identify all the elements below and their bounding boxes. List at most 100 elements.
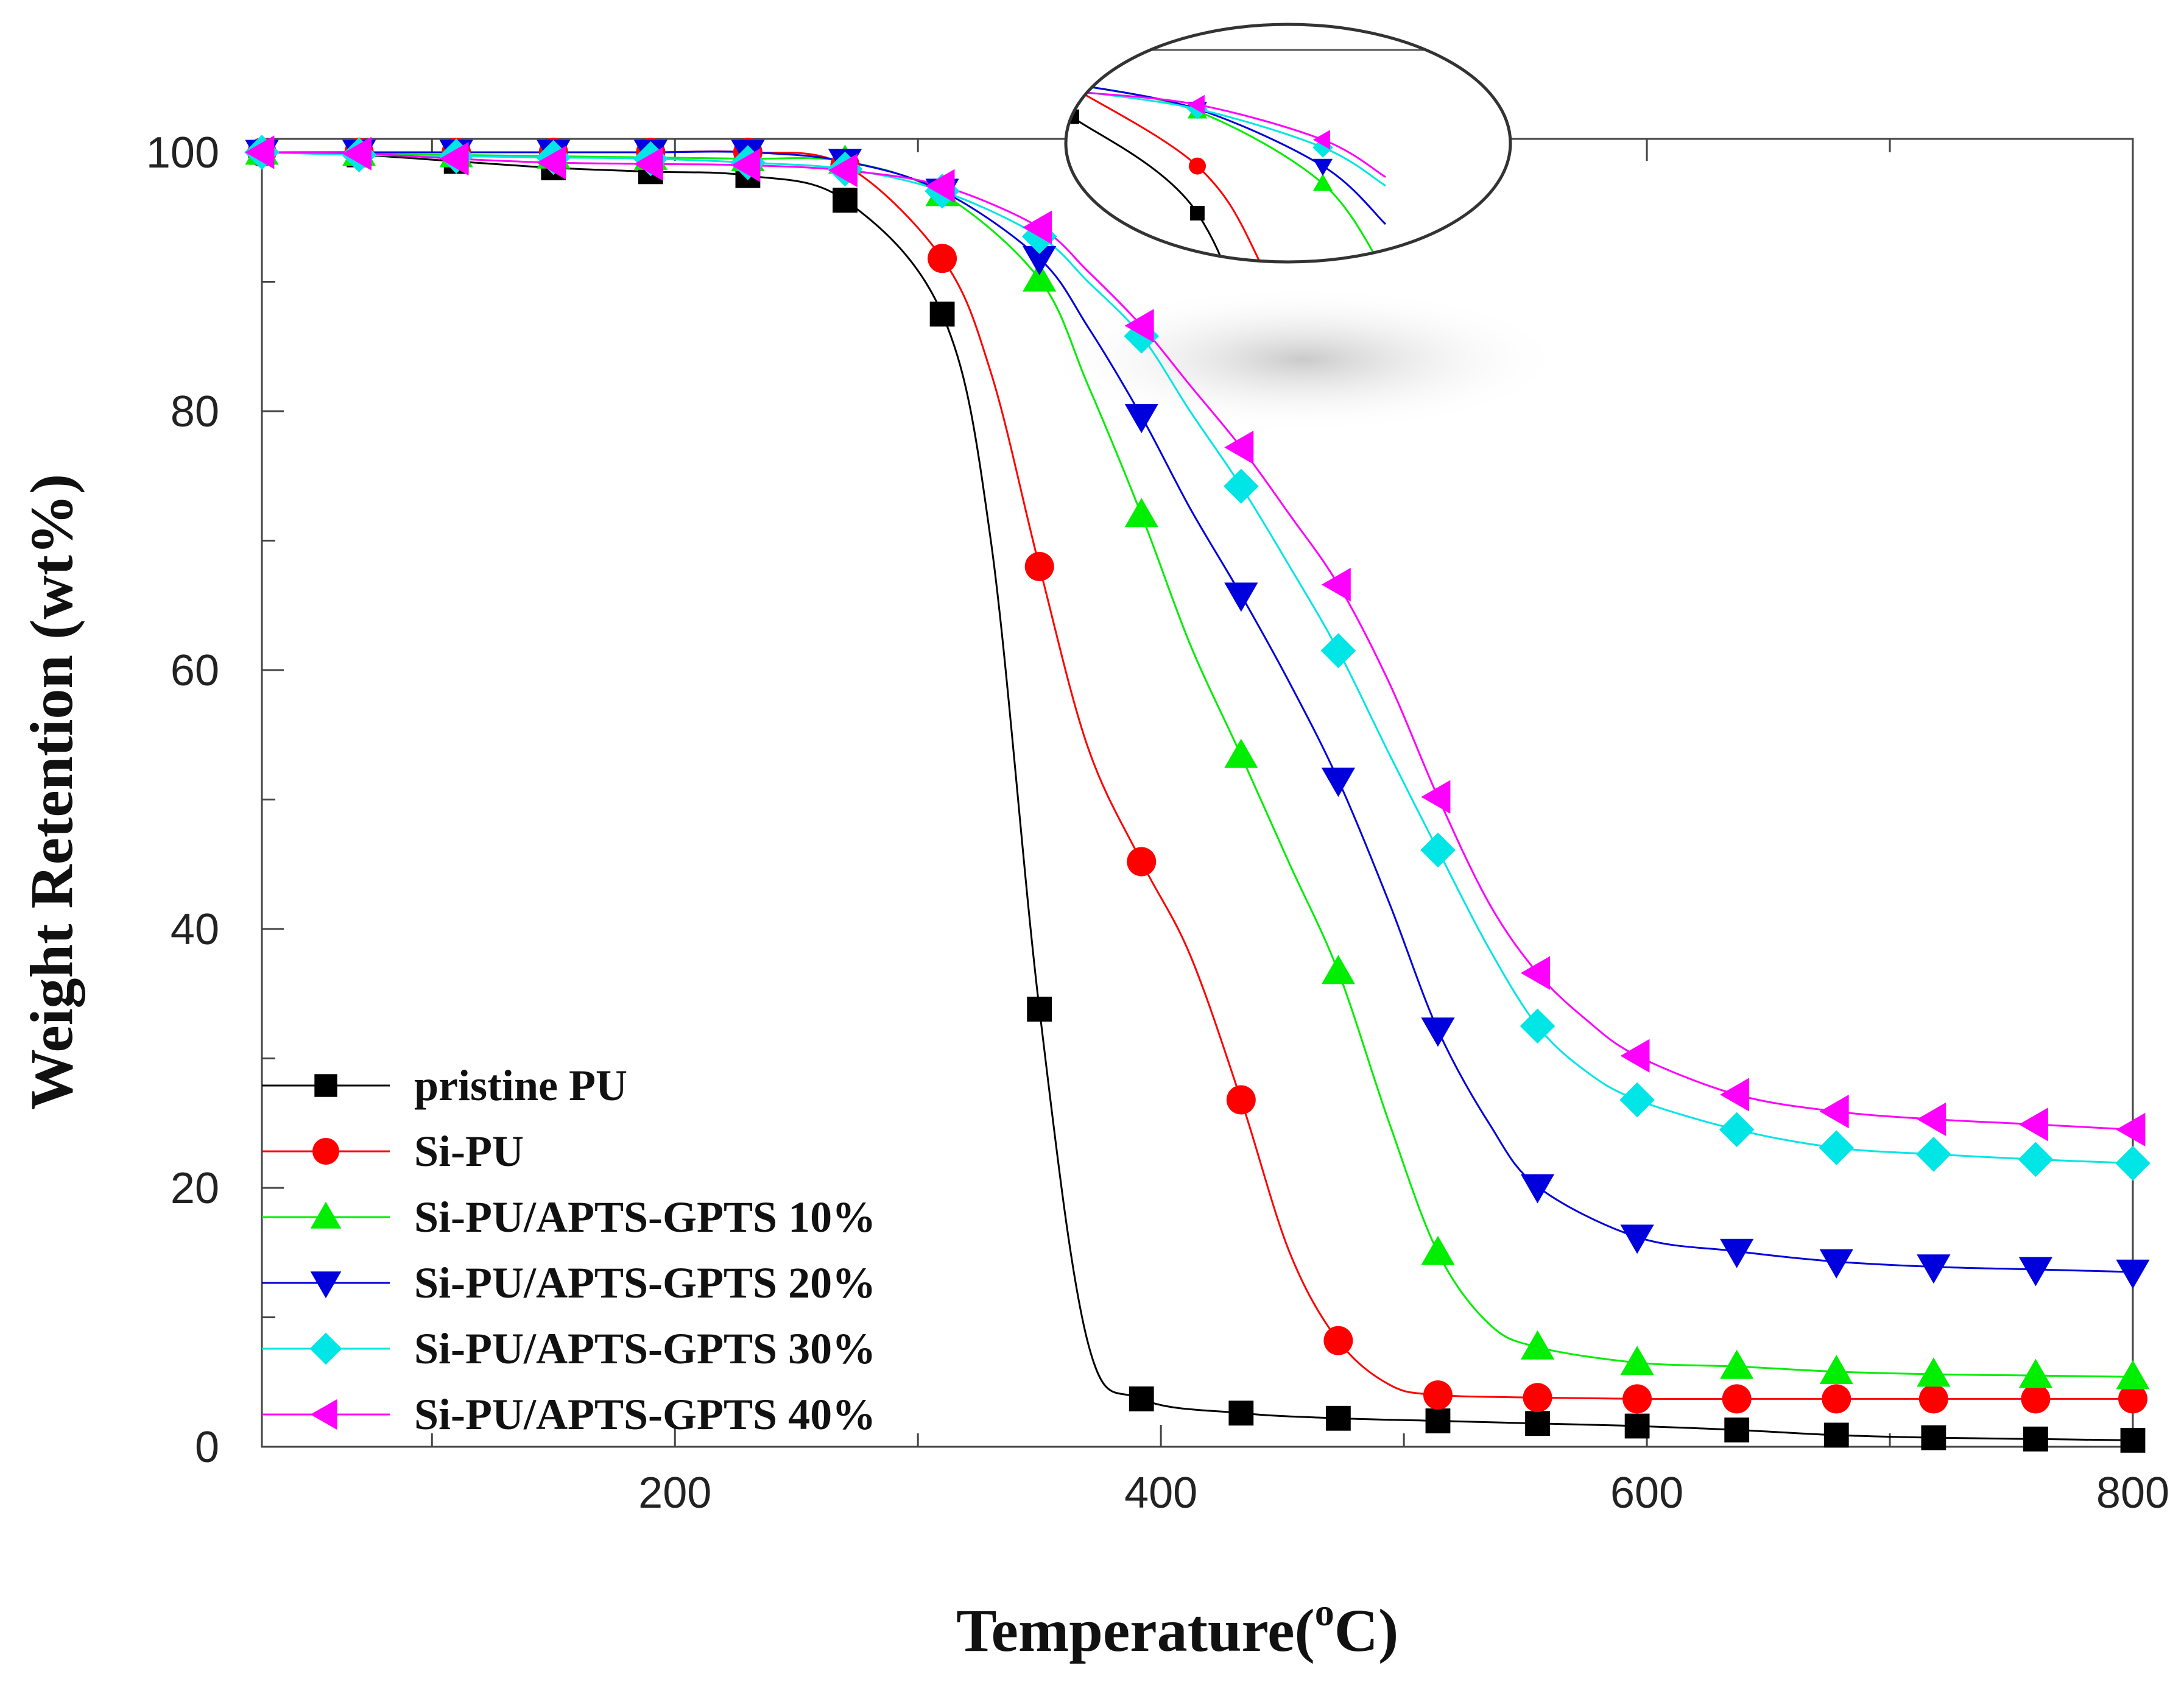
data-point-2 bbox=[1720, 1349, 1754, 1379]
x-axis-title: Temperature(oC) bbox=[956, 1591, 1398, 1664]
y-tick-labels: 0 20 40 60 80 100 bbox=[146, 129, 219, 1472]
zoom-callout bbox=[1064, 23, 1512, 810]
zoom-data-point-1 bbox=[1066, 79, 1080, 96]
data-point-4 bbox=[1420, 832, 1456, 868]
data-point-1 bbox=[2118, 1384, 2147, 1414]
data-point-5 bbox=[1720, 1078, 1750, 1112]
data-point-2 bbox=[1023, 262, 1057, 292]
legend-label-5: Si-PU/APTS-GPTS 40% bbox=[414, 1390, 876, 1439]
zoom-series-line-0 bbox=[1071, 116, 1387, 262]
data-point-3 bbox=[1321, 768, 1355, 797]
legend-label-0: pristine PU bbox=[414, 1061, 627, 1110]
data-point-0 bbox=[1425, 1408, 1451, 1433]
data-point-0 bbox=[1027, 997, 1052, 1022]
data-point-2 bbox=[2116, 1360, 2150, 1390]
y-tick-label: 80 bbox=[171, 387, 219, 436]
zoom-series-line-3 bbox=[1071, 83, 1387, 225]
y-axis-title: Weight Retention (wt%) bbox=[18, 474, 85, 1110]
data-point-5 bbox=[245, 135, 275, 169]
data-point-3 bbox=[1917, 1254, 1951, 1284]
y-tick-label: 0 bbox=[195, 1423, 219, 1472]
zoom-data-point-3 bbox=[1312, 158, 1333, 176]
data-point-5 bbox=[439, 142, 469, 176]
data-point-5 bbox=[1224, 430, 1254, 465]
data-point-4 bbox=[1619, 1082, 1655, 1118]
zoom-data-point-5 bbox=[1066, 82, 1079, 102]
legend-marker-1 bbox=[312, 1138, 339, 1165]
data-point-5 bbox=[1819, 1095, 1849, 1129]
data-point-3 bbox=[1520, 1174, 1555, 1204]
data-point-3 bbox=[1023, 245, 1057, 275]
zoom-series-line-5 bbox=[1071, 90, 1386, 178]
data-point-5 bbox=[537, 146, 566, 180]
legend-marker-2 bbox=[310, 1201, 342, 1229]
data-point-0 bbox=[2023, 1426, 2048, 1452]
x-tick-label: 600 bbox=[1610, 1469, 1683, 1517]
data-point-4 bbox=[1819, 1130, 1855, 1165]
legend-label-2: Si-PU/APTS-GPTS 10% bbox=[414, 1193, 876, 1241]
data-point-0 bbox=[1228, 1400, 1254, 1426]
data-point-2 bbox=[1819, 1355, 1853, 1385]
data-point-5 bbox=[925, 169, 955, 203]
data-point-0 bbox=[929, 302, 955, 327]
data-point-2 bbox=[2018, 1358, 2053, 1388]
data-point-2 bbox=[1620, 1346, 1654, 1375]
data-point-4 bbox=[1916, 1136, 1951, 1172]
data-point-1 bbox=[1226, 1085, 1256, 1115]
zoom-data-point-4 bbox=[1066, 80, 1082, 101]
y-tick-label: 20 bbox=[171, 1164, 219, 1213]
data-point-5 bbox=[828, 154, 858, 188]
data-point-0 bbox=[1921, 1425, 1946, 1450]
data-point-2 bbox=[1124, 498, 1158, 528]
legend-label-1: Si-PU bbox=[414, 1127, 524, 1176]
series-markers bbox=[244, 135, 2151, 1453]
data-point-0 bbox=[2120, 1427, 2146, 1453]
data-point-5 bbox=[1321, 568, 1351, 602]
data-point-3 bbox=[2116, 1259, 2150, 1289]
data-point-5 bbox=[2116, 1112, 2146, 1146]
data-point-3 bbox=[1224, 582, 1258, 612]
data-point-5 bbox=[731, 148, 761, 182]
data-point-0 bbox=[833, 188, 858, 213]
data-point-5 bbox=[1620, 1039, 1650, 1073]
data-point-2 bbox=[1224, 738, 1258, 768]
zoom-series-line-1 bbox=[1071, 86, 1387, 262]
zoom-data-point-0 bbox=[1190, 206, 1205, 221]
zoom-data-point-0 bbox=[1316, 795, 1330, 810]
x-tick-label: 200 bbox=[638, 1469, 711, 1517]
data-point-2 bbox=[1520, 1330, 1555, 1360]
data-point-4 bbox=[1320, 633, 1356, 668]
zoom-ellipse bbox=[1064, 23, 1512, 264]
legend: pristine PU Si-PU Si-PU/APTS-GPTS 10% Si-PU… bbox=[262, 1061, 876, 1439]
data-point-2 bbox=[1321, 955, 1355, 984]
data-point-1 bbox=[1423, 1380, 1453, 1410]
data-point-5 bbox=[1023, 210, 1052, 244]
zoom-background bbox=[1066, 24, 1510, 262]
legend-marker-3 bbox=[310, 1271, 342, 1299]
data-point-0 bbox=[1129, 1386, 1154, 1411]
legend-marker-0 bbox=[314, 1074, 337, 1097]
data-point-1 bbox=[928, 244, 957, 274]
data-point-4 bbox=[1520, 1008, 1555, 1044]
data-point-3 bbox=[1124, 404, 1158, 434]
data-point-3 bbox=[1819, 1249, 1853, 1279]
data-point-4 bbox=[2115, 1145, 2151, 1181]
data-point-3 bbox=[2018, 1257, 2053, 1287]
data-point-1 bbox=[1323, 1326, 1353, 1355]
data-point-5 bbox=[1520, 956, 1550, 990]
legend-marker-5 bbox=[310, 1399, 337, 1430]
data-point-5 bbox=[633, 147, 663, 181]
x-tick-label: 800 bbox=[2096, 1469, 2169, 1517]
data-point-1 bbox=[1127, 847, 1157, 877]
data-point-1 bbox=[1622, 1384, 1652, 1414]
zoom-data-point-3 bbox=[1066, 76, 1082, 94]
y-tick-label: 40 bbox=[171, 905, 219, 954]
data-point-3 bbox=[1620, 1224, 1654, 1254]
zoom-series-line-4 bbox=[1071, 89, 1386, 187]
data-point-4 bbox=[1719, 1112, 1755, 1148]
data-point-5 bbox=[1421, 780, 1451, 814]
legend-marker-4 bbox=[309, 1332, 342, 1365]
data-point-1 bbox=[1918, 1384, 1948, 1414]
data-point-0 bbox=[1325, 1405, 1351, 1431]
